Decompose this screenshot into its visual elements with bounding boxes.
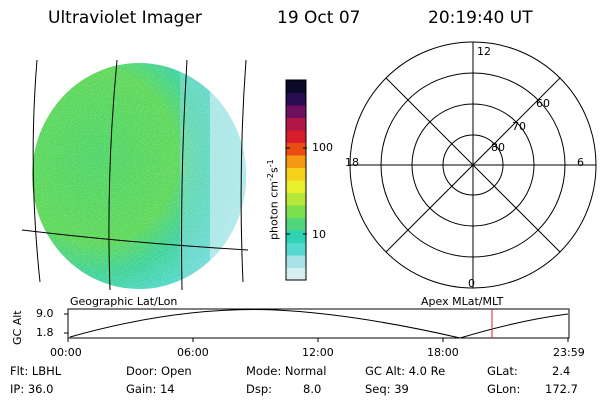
colorbar-tick-100: 100	[312, 141, 333, 154]
gcalt-info: GC Alt: 4.0 Re	[365, 364, 446, 378]
lat-label-70: 70	[512, 120, 526, 133]
timeline-plot	[64, 308, 570, 342]
glon-value: 172.7	[545, 382, 578, 396]
colorbar-segment	[286, 192, 306, 206]
colorbar-border	[285, 79, 307, 281]
timeline-left-label: Geographic Lat/Lon	[70, 295, 178, 308]
mlt-label-12: 12	[477, 45, 491, 58]
glat-label: GLat:	[487, 364, 518, 378]
timeline-x-tick: 06:00	[177, 346, 209, 359]
ip-info: IP: 36.0	[10, 382, 54, 396]
timeline-right-label: Apex MLat/MLT	[421, 295, 504, 308]
colorbar-unit-label: photon cm-2s-1	[266, 159, 281, 240]
colorbar-segment	[286, 205, 306, 218]
timeline-y-bottom: 1.8	[36, 326, 54, 339]
gain-info: Gain: 14	[126, 382, 175, 396]
colorbar-segment	[286, 267, 306, 281]
colorbar-segment	[286, 242, 306, 256]
timeline-axis-label: GC Alt	[11, 310, 24, 345]
timeline-x-tick: 12:00	[302, 346, 334, 359]
timeline-x-tick: 23:59	[553, 346, 585, 359]
mode-info: Mode: Normal	[246, 364, 327, 378]
filter-info: Flt: LBHL	[10, 364, 62, 378]
colorbar-segment	[286, 180, 306, 193]
mlt-label-18: 18	[345, 156, 359, 169]
colorbar-segment	[286, 130, 306, 143]
mlt-label-6: 6	[577, 156, 584, 169]
mlt-label-0: 0	[468, 277, 475, 290]
geographic-grid	[21, 59, 249, 291]
colorbar-segment	[286, 167, 306, 181]
date-label: 19 Oct 07	[277, 8, 361, 28]
colorbar-segment	[286, 105, 306, 118]
door-info: Door: Open	[126, 364, 192, 378]
colorbar-tick-10: 10	[312, 228, 326, 241]
colorbar-segment	[286, 155, 306, 168]
colorbar	[285, 79, 307, 281]
dsp-value: 8.0	[303, 382, 322, 396]
instrument-title: Ultraviolet Imager	[48, 8, 202, 28]
colorbar-segment	[286, 80, 306, 93]
lat-label-80: 80	[491, 141, 505, 154]
uv-earth-image	[32, 63, 246, 289]
colorbar-segment	[286, 217, 306, 231]
glon-label: GLon:	[487, 382, 521, 396]
dsp-label: Dsp:	[246, 382, 273, 396]
timeline-x-tick: 18:00	[427, 346, 459, 359]
polar-plot	[349, 41, 597, 289]
colorbar-ticks	[286, 147, 307, 235]
colorbar-segment	[286, 255, 306, 268]
colorbar-segment	[286, 92, 306, 106]
timeline-x-tick: 00:00	[50, 346, 82, 359]
colorbar-segment	[286, 142, 306, 156]
glat-value: 2.4	[552, 364, 571, 378]
colorbar-segment	[286, 230, 306, 243]
colorbar-segment	[286, 117, 306, 131]
seq-info: Seq: 39	[365, 382, 409, 396]
lat-label-60: 60	[536, 97, 550, 110]
timeline-y-top: 9.0	[36, 307, 54, 320]
time-label: 20:19:40 UT	[428, 8, 533, 28]
